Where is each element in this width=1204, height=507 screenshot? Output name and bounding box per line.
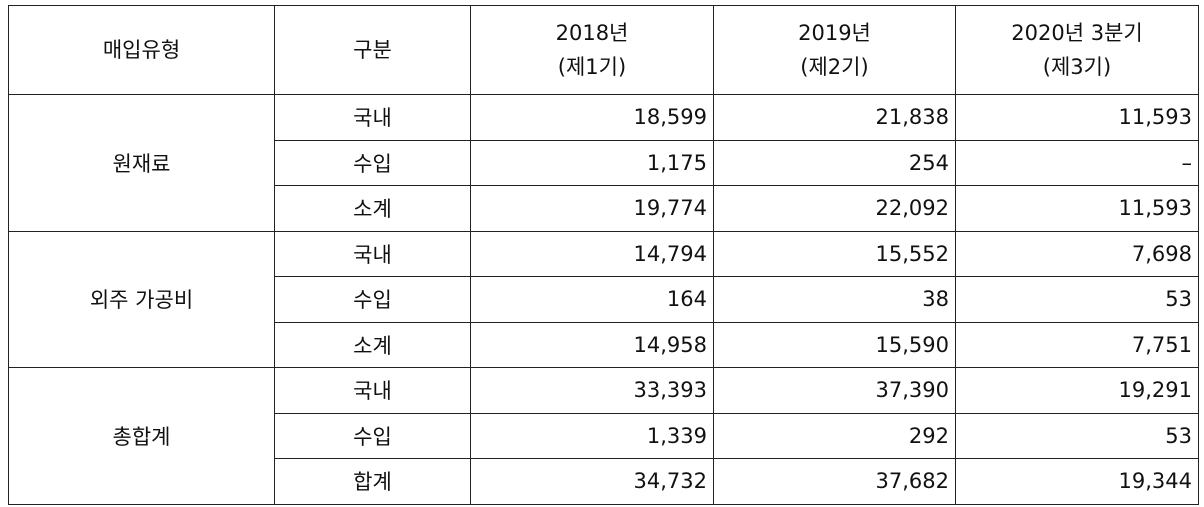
cell-value: 53 xyxy=(955,412,1199,459)
cell-value: 37,682 xyxy=(713,458,956,505)
group-label: 총합계 xyxy=(8,367,275,505)
table-row: 합계 34,732 37,682 19,344 xyxy=(9,458,1199,505)
table-row: 소계 19,774 22,092 11,593 xyxy=(9,185,1199,232)
row-label: 국내 xyxy=(274,94,471,141)
column-header: 2019년 (제2기) xyxy=(713,5,956,95)
purchase-table: 매입유형 구분 2018년 (제1기) 2019년 (제2기) 2020년 3분기 (제3기)… xyxy=(8,5,1199,505)
header-line: 매입유형 xyxy=(102,38,181,62)
column-header: 2018년 (제1기) xyxy=(470,5,714,95)
cell-value: 1,339 xyxy=(470,412,714,459)
column-header: 구분 xyxy=(274,5,471,95)
row-label: 수입 xyxy=(274,139,471,186)
table-row: 수입 1,339 292 53 xyxy=(9,412,1199,459)
group-label: 외주 가공비 xyxy=(8,230,275,368)
cell-value: 21,838 xyxy=(713,94,956,141)
column-header: 매입유형 xyxy=(8,5,275,95)
header-line: 2018년 xyxy=(555,21,629,45)
cell-value: 11,593 xyxy=(955,94,1199,141)
header-line: 2020년 3분기 xyxy=(1011,21,1143,45)
header-line: (제2기) xyxy=(800,55,869,79)
cell-value: 22,092 xyxy=(713,185,956,232)
cell-value: 254 xyxy=(713,139,956,186)
cell-value: 34,732 xyxy=(470,458,714,505)
table-body: 원재료 국내 18,599 21,838 11,593 수입 1,175 254– 소계 19,7… xyxy=(8,94,1199,505)
cell-value: 1,175 xyxy=(470,139,714,186)
row-label: 수입 xyxy=(274,412,471,459)
cell-value: 18,599 xyxy=(470,94,714,141)
cell-value: 33,393 xyxy=(470,367,714,414)
header-row: 매입유형 구분 2018년 (제1기) 2019년 (제2기) 2020년 3분기 (제3기) xyxy=(8,5,1199,95)
row-label: 소계 xyxy=(274,321,471,368)
cell-value: 164 xyxy=(470,276,714,323)
table-row: 소계 14,958 15,590 7,751 xyxy=(9,321,1199,368)
table-row: 총합계 국내 33,393 37,390 19,291 xyxy=(8,367,1199,505)
cell-value: 19,774 xyxy=(470,185,714,232)
cell-value: 7,698 xyxy=(955,230,1199,277)
cell-value: 15,552 xyxy=(713,230,956,277)
row-label: 국내 xyxy=(274,367,471,414)
row-label: 소계 xyxy=(274,185,471,232)
cell-value: 19,291 xyxy=(955,367,1199,414)
column-header: 2020년 3분기 (제3기) xyxy=(955,5,1199,95)
header-line: (제1기) xyxy=(557,55,627,79)
header-line: 2019년 xyxy=(798,21,871,45)
cell-value: 7,751 xyxy=(955,321,1199,368)
cell-value: 38 xyxy=(713,276,956,323)
cell-value: 292 xyxy=(713,412,956,459)
cell-value: 15,590 xyxy=(713,321,956,368)
header-line: (제3기) xyxy=(1042,55,1112,79)
row-label: 합계 xyxy=(274,458,471,505)
table-row: 수입 164 38 53 xyxy=(9,276,1199,323)
cell-value: 11,593 xyxy=(955,185,1199,232)
cell-value: 53 xyxy=(955,276,1199,323)
row-label: 국내 xyxy=(274,230,471,277)
group-label: 원재료 xyxy=(8,94,275,232)
row-label: 수입 xyxy=(274,276,471,323)
table-row: 외주 가공비 국내 14,794 15,552 7,698 xyxy=(8,230,1199,368)
cell-value: 19,344 xyxy=(955,458,1199,505)
cell-value: 14,794 xyxy=(470,230,714,277)
cell-value: 14,958 xyxy=(470,321,714,368)
table-row: 원재료 국내 18,599 21,838 11,593 xyxy=(8,94,1199,232)
cell-value: 37,390 xyxy=(713,367,956,414)
header-line: 구분 xyxy=(353,38,392,62)
cell-value: – xyxy=(955,139,1199,186)
